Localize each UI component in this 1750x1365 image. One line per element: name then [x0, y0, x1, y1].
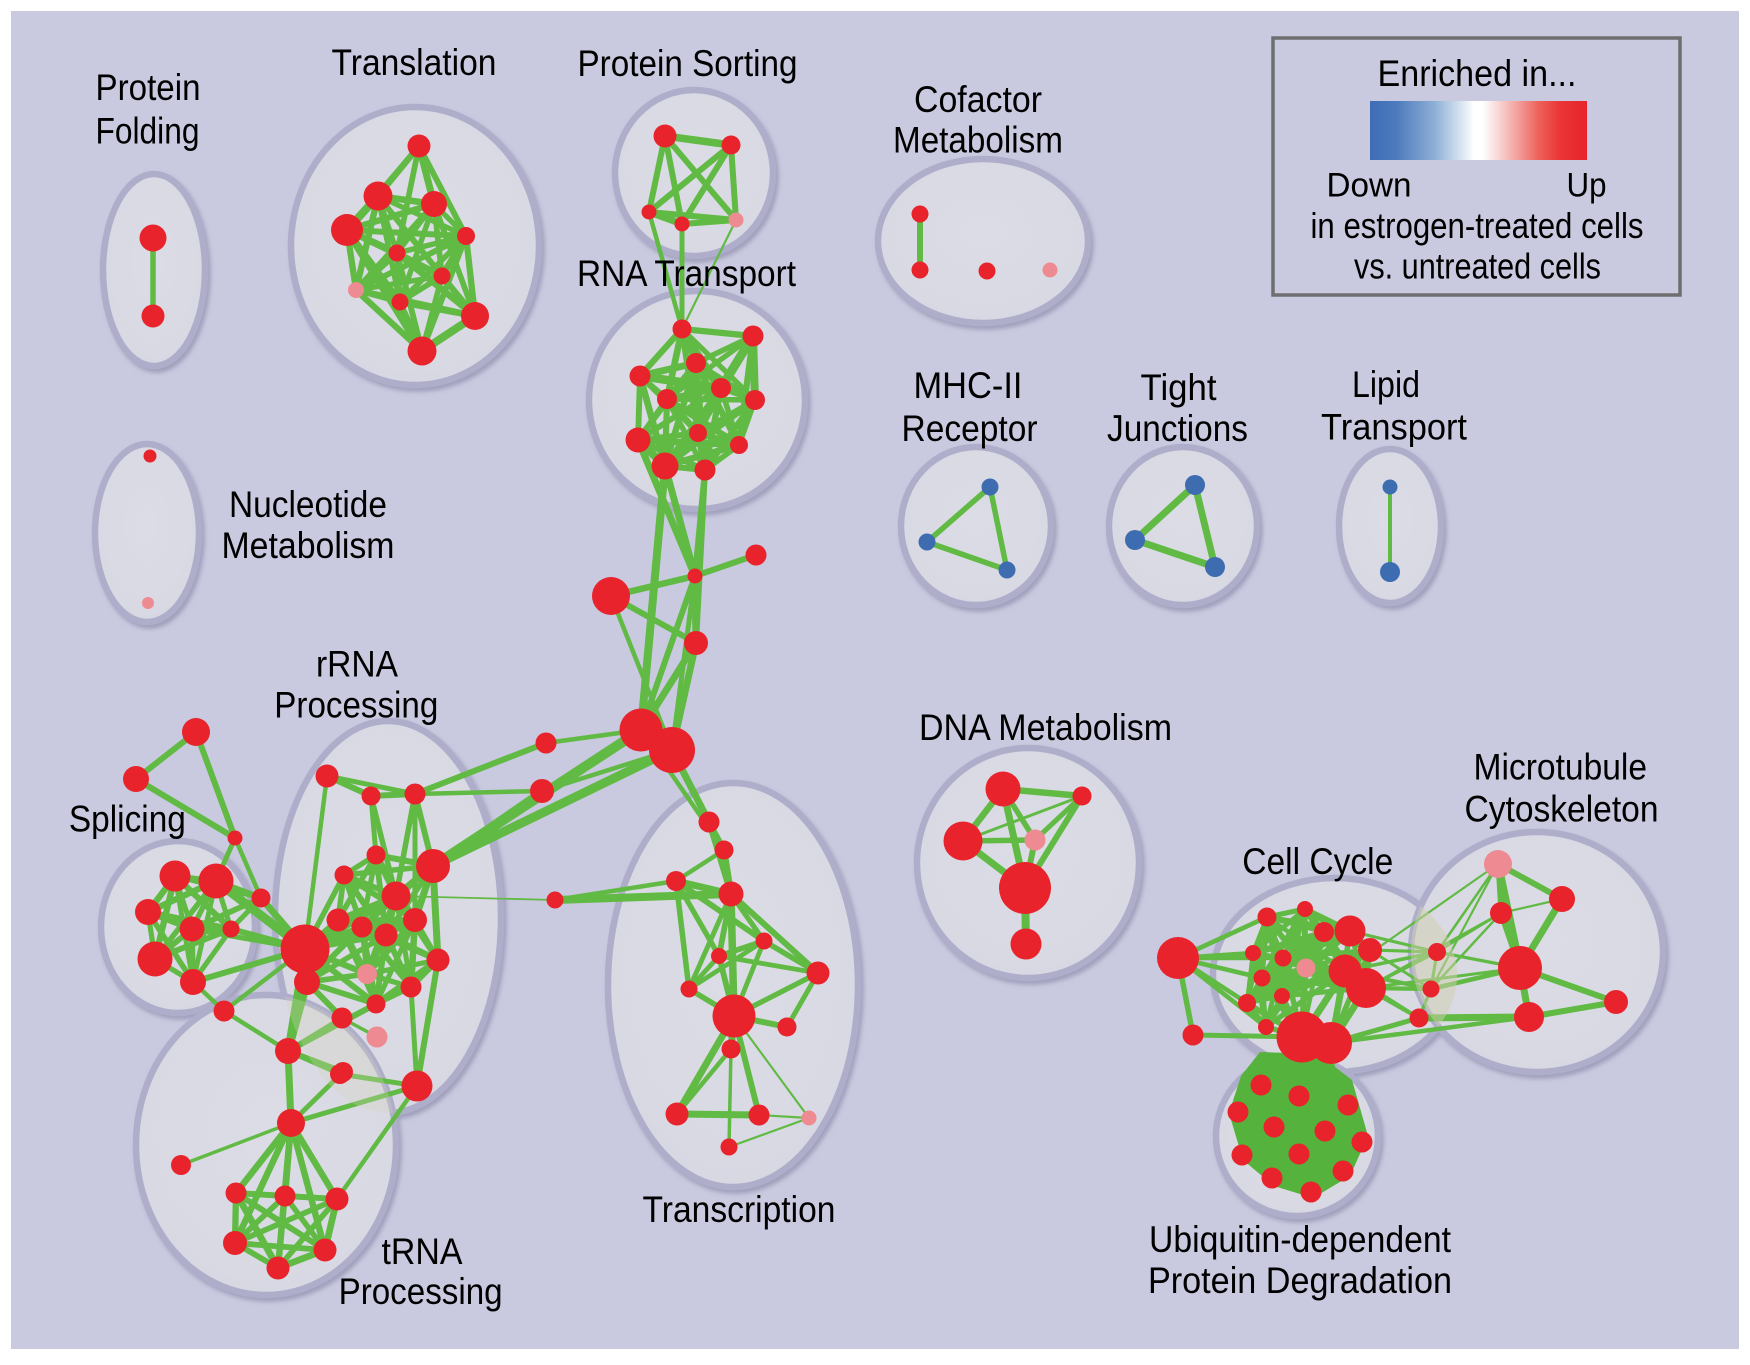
svg-text:Cytoskeleton: Cytoskeleton: [1465, 789, 1659, 830]
svg-text:Splicing: Splicing: [69, 798, 186, 839]
svg-text:Transport: Transport: [1321, 407, 1468, 448]
svg-text:Translation: Translation: [332, 42, 497, 83]
svg-text:in estrogen-treated cells: in estrogen-treated cells: [1311, 205, 1644, 246]
svg-text:Lipid: Lipid: [1352, 364, 1420, 405]
svg-text:Receptor: Receptor: [902, 408, 1038, 449]
svg-text:Microtubule: Microtubule: [1474, 747, 1648, 788]
svg-text:Protein Degradation: Protein Degradation: [1148, 1260, 1452, 1301]
svg-text:Metabolism: Metabolism: [893, 120, 1063, 161]
svg-text:tRNA: tRNA: [382, 1231, 463, 1272]
svg-text:rRNA: rRNA: [316, 643, 398, 684]
svg-text:Up: Up: [1567, 167, 1607, 205]
svg-text:DNA Metabolism: DNA Metabolism: [919, 707, 1172, 748]
svg-text:Enriched in...: Enriched in...: [1378, 53, 1577, 94]
svg-text:Cofactor: Cofactor: [914, 79, 1042, 120]
svg-text:Tight: Tight: [1141, 367, 1218, 408]
svg-text:Processing: Processing: [339, 1271, 503, 1312]
svg-text:Metabolism: Metabolism: [222, 525, 395, 566]
svg-text:MHC-II: MHC-II: [914, 365, 1023, 406]
svg-text:Processing: Processing: [274, 684, 438, 725]
svg-text:Protein: Protein: [96, 67, 201, 108]
svg-text:Folding: Folding: [96, 111, 200, 152]
svg-text:Junctions: Junctions: [1107, 408, 1248, 449]
svg-text:RNA Transport: RNA Transport: [577, 253, 797, 294]
svg-text:Transcription: Transcription: [643, 1189, 836, 1230]
svg-text:Nucleotide: Nucleotide: [229, 484, 387, 525]
svg-text:Protein Sorting: Protein Sorting: [578, 43, 798, 84]
svg-text:Cell Cycle: Cell Cycle: [1242, 841, 1393, 882]
svg-text:Down: Down: [1327, 167, 1412, 205]
svg-text:vs. untreated cells: vs. untreated cells: [1354, 246, 1601, 287]
svg-text:Ubiquitin-dependent: Ubiquitin-dependent: [1149, 1219, 1452, 1260]
